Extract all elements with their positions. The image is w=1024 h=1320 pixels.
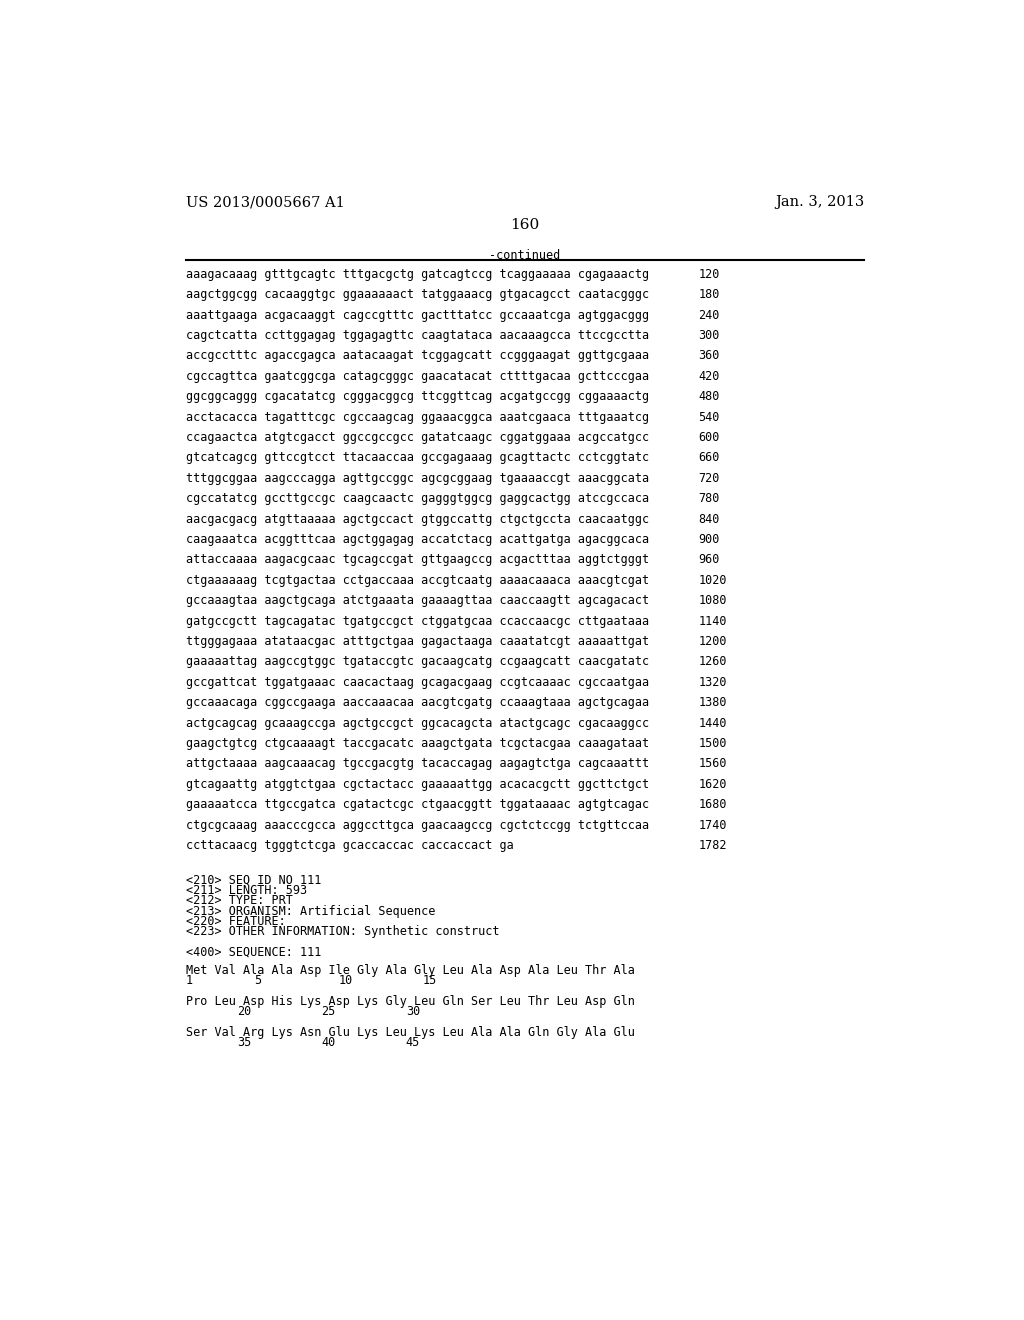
Text: 360: 360 [698,350,720,363]
Text: 720: 720 [698,471,720,484]
Text: 240: 240 [698,309,720,322]
Text: cagctcatta ccttggagag tggagagttc caagtataca aacaaagcca ttccgcctta: cagctcatta ccttggagag tggagagttc caagtat… [186,329,649,342]
Text: 600: 600 [698,430,720,444]
Text: 900: 900 [698,533,720,546]
Text: <220> FEATURE:: <220> FEATURE: [186,915,286,928]
Text: <212> TYPE: PRT: <212> TYPE: PRT [186,894,293,907]
Text: 1080: 1080 [698,594,727,607]
Text: 25: 25 [322,1005,336,1018]
Text: gccgattcat tggatgaaac caacactaag gcagacgaag ccgtcaaaac cgccaatgaa: gccgattcat tggatgaaac caacactaag gcagacg… [186,676,649,689]
Text: 480: 480 [698,391,720,403]
Text: cgccagttca gaatcggcga catagcgggc gaacatacat cttttgacaa gcttcccgaa: cgccagttca gaatcggcga catagcgggc gaacata… [186,370,649,383]
Text: Ser Val Arg Lys Asn Glu Lys Leu Lys Leu Ala Ala Gln Gly Ala Glu: Ser Val Arg Lys Asn Glu Lys Leu Lys Leu … [186,1026,635,1039]
Text: 5: 5 [254,974,261,987]
Text: 1680: 1680 [698,799,727,812]
Text: aaattgaaga acgacaaggt cagccgtttc gactttatcc gccaaatcga agtggacggg: aaattgaaga acgacaaggt cagccgtttc gacttta… [186,309,649,322]
Text: ctgaaaaaag tcgtgactaa cctgaccaaa accgtcaatg aaaacaaaca aaacgtcgat: ctgaaaaaag tcgtgactaa cctgaccaaa accgtca… [186,574,649,587]
Text: Jan. 3, 2013: Jan. 3, 2013 [775,195,864,210]
Text: 160: 160 [510,218,540,232]
Text: accgcctttc agaccgagca aatacaagat tcggagcatt ccgggaagat ggttgcgaaa: accgcctttc agaccgagca aatacaagat tcggagc… [186,350,649,363]
Text: aagctggcgg cacaaggtgc ggaaaaaact tatggaaacg gtgacagcct caatacgggc: aagctggcgg cacaaggtgc ggaaaaaact tatggaa… [186,288,649,301]
Text: aaagacaaag gtttgcagtc tttgacgctg gatcagtccg tcaggaaaaa cgagaaactg: aaagacaaag gtttgcagtc tttgacgctg gatcagt… [186,268,649,281]
Text: 1260: 1260 [698,656,727,668]
Text: 1620: 1620 [698,777,727,791]
Text: 1200: 1200 [698,635,727,648]
Text: 960: 960 [698,553,720,566]
Text: <213> ORGANISM: Artificial Sequence: <213> ORGANISM: Artificial Sequence [186,904,435,917]
Text: 1020: 1020 [698,574,727,587]
Text: actgcagcag gcaaagccga agctgccgct ggcacagcta atactgcagc cgacaaggcc: actgcagcag gcaaagccga agctgccgct ggcacag… [186,717,649,730]
Text: ccttacaacg tgggtctcga gcaccaccac caccaccact ga: ccttacaacg tgggtctcga gcaccaccac caccacc… [186,840,514,853]
Text: 180: 180 [698,288,720,301]
Text: 1440: 1440 [698,717,727,730]
Text: gaaaaattag aagccgtggc tgataccgtc gacaagcatg ccgaagcatt caacgatatc: gaaaaattag aagccgtggc tgataccgtc gacaagc… [186,656,649,668]
Text: 1560: 1560 [698,758,727,771]
Text: attgctaaaa aagcaaacag tgccgacgtg tacaccagag aagagtctga cagcaaattt: attgctaaaa aagcaaacag tgccgacgtg tacacca… [186,758,649,771]
Text: 30: 30 [406,1005,420,1018]
Text: ccagaactca atgtcgacct ggccgccgcc gatatcaagc cggatggaaa acgccatgcc: ccagaactca atgtcgacct ggccgccgcc gatatca… [186,430,649,444]
Text: 300: 300 [698,329,720,342]
Text: 660: 660 [698,451,720,465]
Text: cgccatatcg gccttgccgc caagcaactc gagggtggcg gaggcactgg atccgccaca: cgccatatcg gccttgccgc caagcaactc gagggtg… [186,492,649,506]
Text: caagaaatca acggtttcaa agctggagag accatctacg acattgatga agacggcaca: caagaaatca acggtttcaa agctggagag accatct… [186,533,649,546]
Text: gaagctgtcg ctgcaaaagt taccgacatc aaagctgata tcgctacgaa caaagataat: gaagctgtcg ctgcaaaagt taccgacatc aaagctg… [186,737,649,750]
Text: 1782: 1782 [698,840,727,853]
Text: 840: 840 [698,512,720,525]
Text: 540: 540 [698,411,720,424]
Text: gatgccgctt tagcagatac tgatgccgct ctggatgcaa ccaccaacgc cttgaataaa: gatgccgctt tagcagatac tgatgccgct ctggatg… [186,615,649,627]
Text: Pro Leu Asp His Lys Asp Lys Gly Leu Gln Ser Leu Thr Leu Asp Gln: Pro Leu Asp His Lys Asp Lys Gly Leu Gln … [186,995,635,1008]
Text: <210> SEQ ID NO 111: <210> SEQ ID NO 111 [186,874,322,886]
Text: attaccaaaa aagacgcaac tgcagccgat gttgaagccg acgactttaa aggtctgggt: attaccaaaa aagacgcaac tgcagccgat gttgaag… [186,553,649,566]
Text: ggcggcaggg cgacatatcg cgggacggcg ttcggttcag acgatgccgg cggaaaactg: ggcggcaggg cgacatatcg cgggacggcg ttcggtt… [186,391,649,403]
Text: 1740: 1740 [698,818,727,832]
Text: 40: 40 [322,1036,336,1049]
Text: gtcagaattg atggtctgaa cgctactacc gaaaaattgg acacacgctt ggcttctgct: gtcagaattg atggtctgaa cgctactacc gaaaaat… [186,777,649,791]
Text: 10: 10 [338,974,352,987]
Text: acctacacca tagatttcgc cgccaagcag ggaaacggca aaatcgaaca tttgaaatcg: acctacacca tagatttcgc cgccaagcag ggaaacg… [186,411,649,424]
Text: gccaaacaga cggccgaaga aaccaaacaa aacgtcgatg ccaaagtaaa agctgcagaa: gccaaacaga cggccgaaga aaccaaacaa aacgtcg… [186,696,649,709]
Text: 780: 780 [698,492,720,506]
Text: 1320: 1320 [698,676,727,689]
Text: gccaaagtaa aagctgcaga atctgaaata gaaaagttaa caaccaagtt agcagacact: gccaaagtaa aagctgcaga atctgaaata gaaaagt… [186,594,649,607]
Text: US 2013/0005667 A1: US 2013/0005667 A1 [186,195,345,210]
Text: aacgacgacg atgttaaaaa agctgccact gtggccattg ctgctgccta caacaatggc: aacgacgacg atgttaaaaa agctgccact gtggcca… [186,512,649,525]
Text: 1380: 1380 [698,696,727,709]
Text: 120: 120 [698,268,720,281]
Text: 15: 15 [423,974,437,987]
Text: 45: 45 [406,1036,420,1049]
Text: gaaaaatcca ttgccgatca cgatactcgc ctgaacggtt tggataaaac agtgtcagac: gaaaaatcca ttgccgatca cgatactcgc ctgaacg… [186,799,649,812]
Text: 1140: 1140 [698,615,727,627]
Text: -continued: -continued [489,249,560,263]
Text: Met Val Ala Ala Asp Ile Gly Ala Gly Leu Ala Asp Ala Leu Thr Ala: Met Val Ala Ala Asp Ile Gly Ala Gly Leu … [186,964,635,977]
Text: 1: 1 [186,974,194,987]
Text: <223> OTHER INFORMATION: Synthetic construct: <223> OTHER INFORMATION: Synthetic const… [186,925,500,939]
Text: <211> LENGTH: 593: <211> LENGTH: 593 [186,884,307,896]
Text: 20: 20 [237,1005,251,1018]
Text: tttggcggaa aagcccagga agttgccggc agcgcggaag tgaaaaccgt aaacggcata: tttggcggaa aagcccagga agttgccggc agcgcgg… [186,471,649,484]
Text: gtcatcagcg gttccgtcct ttacaaccaa gccgagaaag gcagttactc cctcggtatc: gtcatcagcg gttccgtcct ttacaaccaa gccgaga… [186,451,649,465]
Text: ttgggagaaa atataacgac atttgctgaa gagactaaga caaatatcgt aaaaattgat: ttgggagaaa atataacgac atttgctgaa gagacta… [186,635,649,648]
Text: 35: 35 [237,1036,251,1049]
Text: <400> SEQUENCE: 111: <400> SEQUENCE: 111 [186,945,322,958]
Text: 1500: 1500 [698,737,727,750]
Text: ctgcgcaaag aaacccgcca aggccttgca gaacaagccg cgctctccgg tctgttccaa: ctgcgcaaag aaacccgcca aggccttgca gaacaag… [186,818,649,832]
Text: 420: 420 [698,370,720,383]
